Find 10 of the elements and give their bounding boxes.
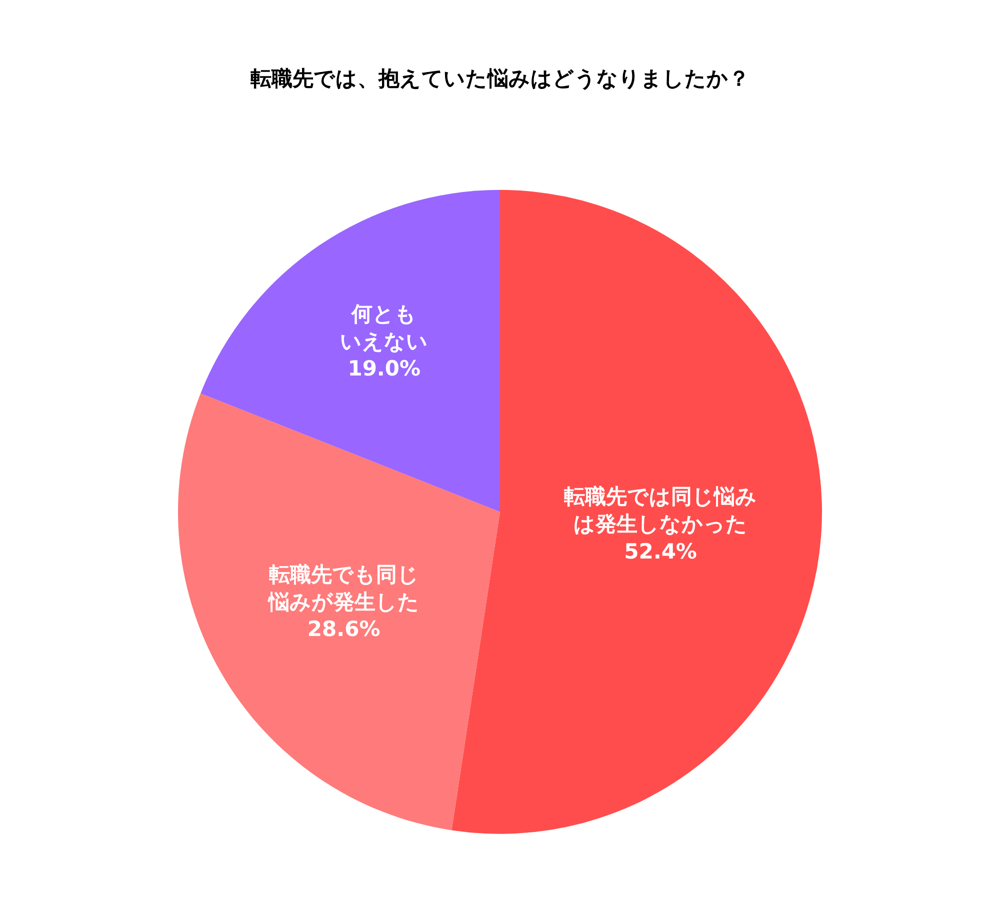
chart-title: 転職先では、抱えていた悩みはどうなりましたか？ <box>250 66 750 90</box>
pie-slice <box>178 393 500 830</box>
slice-label: 転職先では同じ悩みは発生しなかった <box>564 484 758 536</box>
pie-slice <box>452 190 822 834</box>
data-label: 52.4% <box>624 539 697 564</box>
slice-label: 何ともいえない <box>340 302 428 354</box>
data-label: 28.6% <box>307 617 380 642</box>
slice-label: 転職先でも同じ悩みが発生した <box>267 562 420 614</box>
data-label: 19.0% <box>348 356 421 381</box>
pie-slice <box>200 190 500 512</box>
